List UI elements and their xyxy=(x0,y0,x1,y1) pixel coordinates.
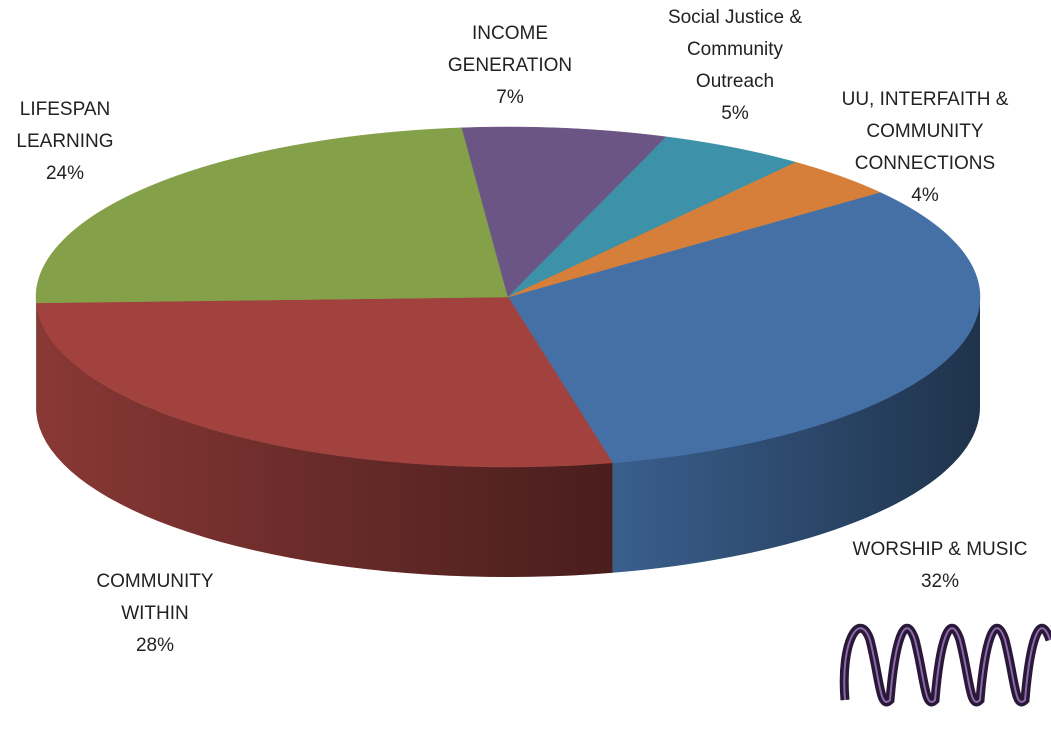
category-label: INCOME GENERATION xyxy=(435,18,585,82)
value-label: 7% xyxy=(435,82,585,114)
page: {"chart_data": {"type": "pie", "categori… xyxy=(0,0,1051,743)
category-label: Social Justice & Community Outreach xyxy=(655,2,815,98)
value-label: 24% xyxy=(0,158,135,190)
value-label: 28% xyxy=(85,630,225,662)
spring-decoration xyxy=(844,628,1050,702)
value-label: 4% xyxy=(820,180,1030,212)
value-label: 5% xyxy=(655,98,815,130)
category-label: LIFESPAN LEARNING xyxy=(0,94,135,158)
category-label: UU, INTERFAITH & COMMUNITY CONNECTIONS xyxy=(820,84,1030,180)
value-label: 32% xyxy=(825,566,1051,598)
category-label: WORSHIP & MUSIC xyxy=(825,534,1051,566)
category-label: COMMUNITY WITHIN xyxy=(85,566,225,630)
